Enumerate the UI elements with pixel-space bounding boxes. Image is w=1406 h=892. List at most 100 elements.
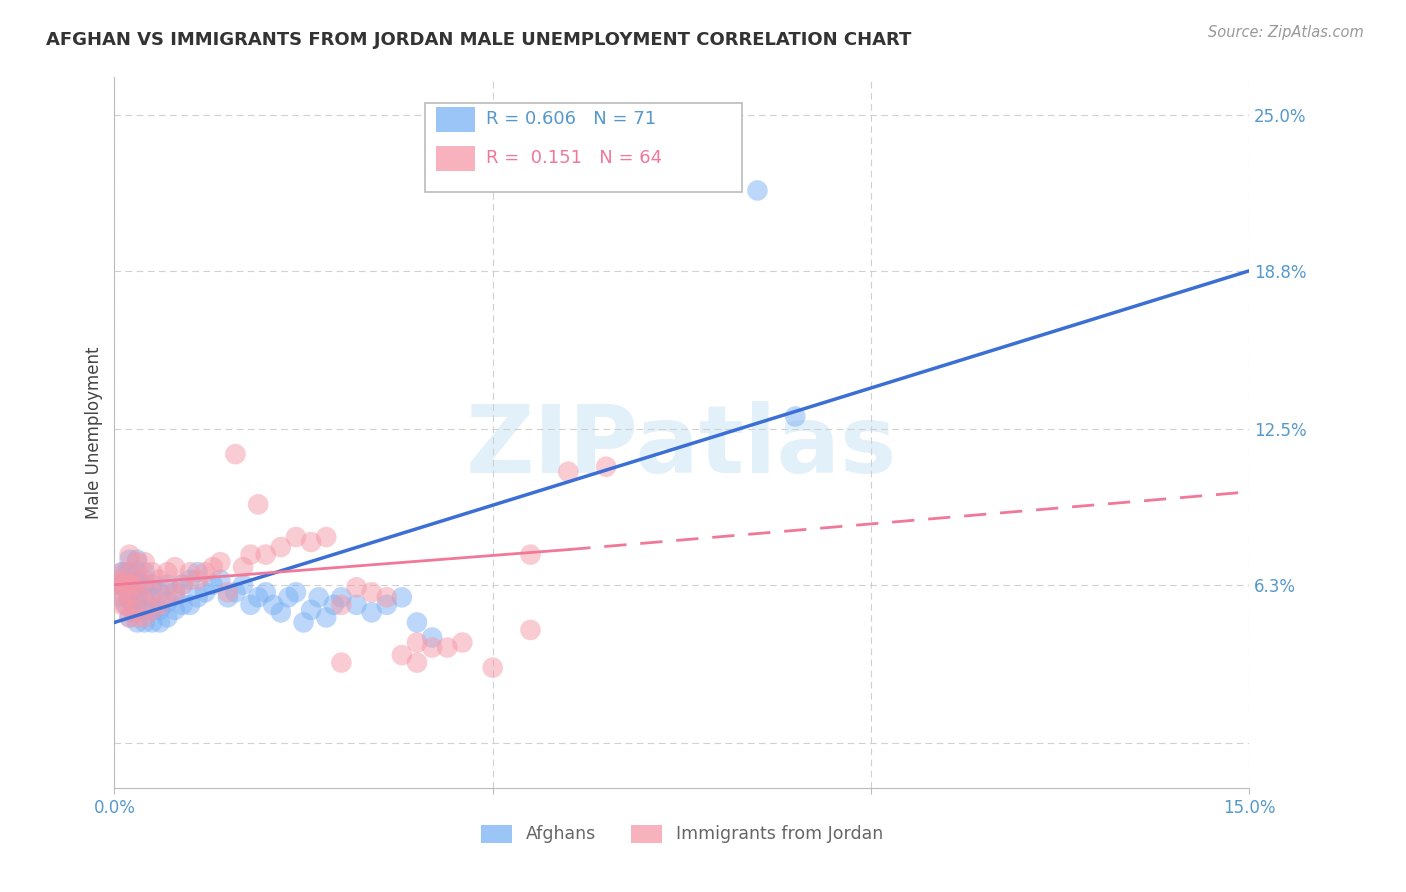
Point bbox=[308, 591, 330, 605]
Point bbox=[299, 535, 322, 549]
Point bbox=[360, 585, 382, 599]
Point bbox=[122, 578, 145, 592]
Text: R = 0.606   N = 71: R = 0.606 N = 71 bbox=[486, 110, 657, 128]
Point bbox=[111, 578, 134, 592]
Point bbox=[111, 591, 134, 605]
Point bbox=[179, 565, 201, 579]
Point bbox=[187, 565, 209, 579]
Point bbox=[254, 548, 277, 562]
Point bbox=[172, 598, 194, 612]
Point bbox=[134, 565, 156, 579]
Point bbox=[270, 606, 292, 620]
Point bbox=[232, 578, 254, 592]
Point bbox=[114, 598, 136, 612]
Point bbox=[118, 578, 141, 592]
Point bbox=[217, 585, 239, 599]
Point bbox=[557, 465, 579, 479]
Point bbox=[436, 640, 458, 655]
Point bbox=[134, 573, 156, 587]
Legend: Afghans, Immigrants from Jordan: Afghans, Immigrants from Jordan bbox=[481, 825, 883, 844]
Point bbox=[127, 615, 149, 630]
Point bbox=[179, 598, 201, 612]
Point bbox=[111, 585, 134, 599]
Point bbox=[194, 585, 217, 599]
Point bbox=[141, 603, 163, 617]
Point bbox=[163, 585, 186, 599]
Point bbox=[224, 585, 246, 599]
Point bbox=[330, 591, 353, 605]
Point bbox=[163, 560, 186, 574]
Point bbox=[108, 573, 131, 587]
Text: R =  0.151   N = 64: R = 0.151 N = 64 bbox=[486, 149, 662, 167]
Point bbox=[149, 615, 172, 630]
Point bbox=[163, 585, 186, 599]
Point bbox=[391, 591, 413, 605]
Point bbox=[141, 615, 163, 630]
Point bbox=[107, 578, 129, 592]
Point bbox=[141, 565, 163, 579]
Point bbox=[785, 409, 807, 424]
Point bbox=[330, 656, 353, 670]
Point bbox=[127, 555, 149, 569]
Point bbox=[114, 580, 136, 594]
Point bbox=[118, 565, 141, 579]
Point bbox=[111, 598, 134, 612]
Point bbox=[201, 560, 224, 574]
Point bbox=[299, 603, 322, 617]
Point bbox=[519, 623, 541, 637]
Point bbox=[134, 591, 156, 605]
Point bbox=[118, 578, 141, 592]
Point bbox=[114, 578, 136, 592]
Point bbox=[270, 540, 292, 554]
Point bbox=[346, 598, 368, 612]
Y-axis label: Male Unemployment: Male Unemployment bbox=[86, 347, 103, 519]
Point bbox=[118, 610, 141, 624]
Point bbox=[134, 615, 156, 630]
Point bbox=[179, 573, 201, 587]
Point bbox=[519, 548, 541, 562]
Text: ZIPatlas: ZIPatlas bbox=[467, 401, 897, 493]
Point bbox=[187, 573, 209, 587]
Point bbox=[134, 555, 156, 569]
Point bbox=[315, 530, 337, 544]
Point bbox=[262, 598, 284, 612]
Point bbox=[127, 573, 149, 587]
Point bbox=[134, 578, 156, 592]
Point bbox=[406, 615, 429, 630]
Point bbox=[107, 578, 129, 592]
Point bbox=[406, 656, 429, 670]
Point bbox=[118, 565, 141, 579]
Point bbox=[481, 660, 503, 674]
Point bbox=[141, 585, 163, 599]
Point bbox=[134, 610, 156, 624]
Point bbox=[322, 598, 344, 612]
Point bbox=[127, 591, 149, 605]
Point bbox=[134, 603, 156, 617]
Point bbox=[122, 606, 145, 620]
Point bbox=[285, 585, 308, 599]
Point bbox=[247, 591, 270, 605]
Point bbox=[239, 598, 262, 612]
Point bbox=[239, 548, 262, 562]
Point bbox=[141, 591, 163, 605]
Point bbox=[330, 598, 353, 612]
Point bbox=[127, 578, 149, 592]
Text: AFGHAN VS IMMIGRANTS FROM JORDAN MALE UNEMPLOYMENT CORRELATION CHART: AFGHAN VS IMMIGRANTS FROM JORDAN MALE UN… bbox=[46, 31, 911, 49]
Point bbox=[105, 578, 128, 592]
Point bbox=[224, 447, 246, 461]
Point bbox=[111, 565, 134, 579]
Point bbox=[141, 603, 163, 617]
Point bbox=[247, 497, 270, 511]
Point bbox=[122, 603, 145, 617]
Point bbox=[127, 603, 149, 617]
Point bbox=[149, 585, 172, 599]
Point bbox=[122, 591, 145, 605]
Point bbox=[127, 565, 149, 579]
Point bbox=[194, 565, 217, 579]
Point bbox=[595, 459, 617, 474]
Point bbox=[360, 606, 382, 620]
Point bbox=[209, 573, 232, 587]
Point bbox=[156, 591, 179, 605]
Point bbox=[114, 565, 136, 579]
Point bbox=[127, 610, 149, 624]
